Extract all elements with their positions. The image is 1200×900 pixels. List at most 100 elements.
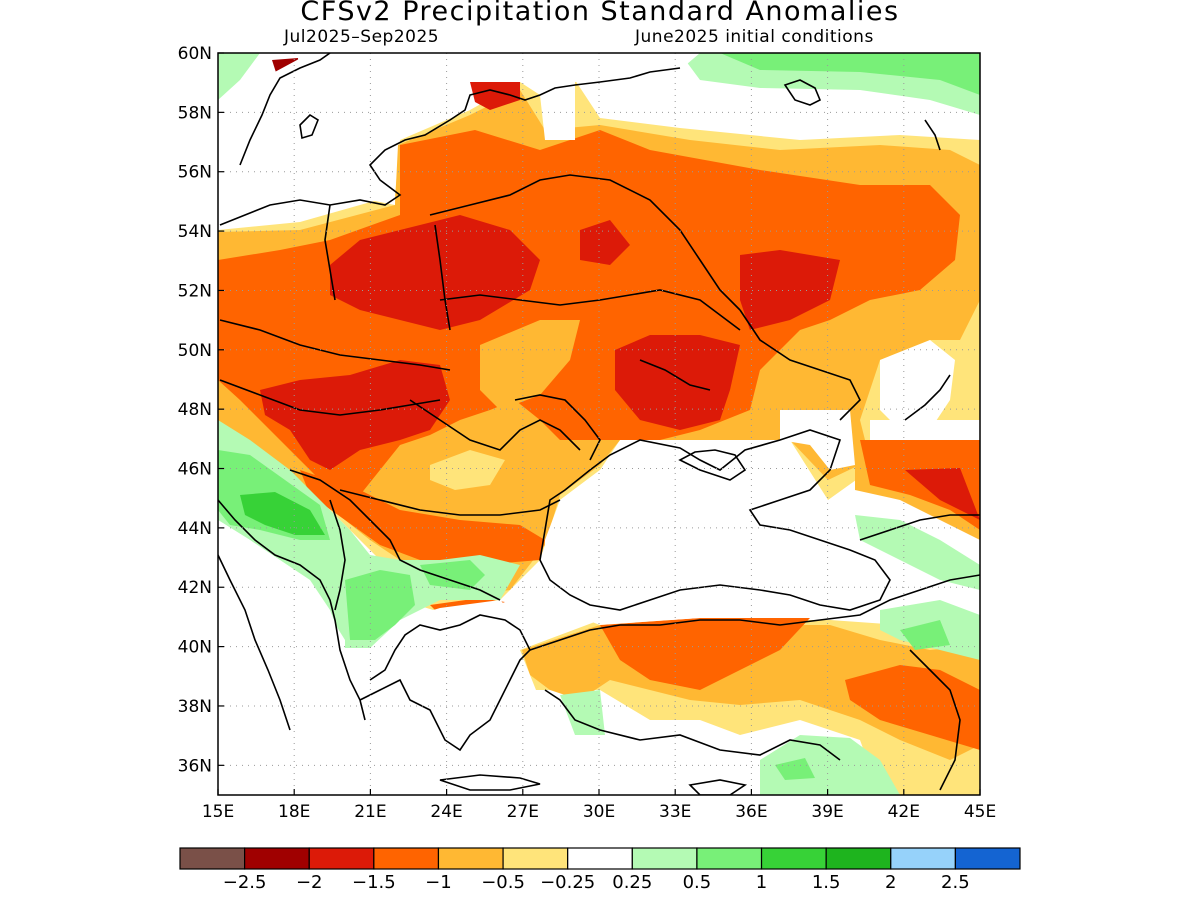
x-tick-label: 21E [354, 802, 386, 822]
border-czech-slovakia [219, 319, 451, 371]
color-bar-swatch [696, 847, 763, 870]
anomaly-region-minus-1-5-poland [330, 215, 540, 330]
x-axis: 15E 18E 21E 24E 27E 30E 33E 36E 39E 42E 45E [202, 789, 996, 822]
y-tick-label: 60N [178, 44, 212, 64]
anomaly-region-minus-0-5-pocket [480, 320, 580, 410]
color-bar-swatch [760, 847, 827, 870]
anomaly-region-minus-1-5-baltic [470, 82, 520, 110]
color-bar-label: −0.25 [540, 872, 596, 893]
color-bar [179, 847, 1021, 870]
anomaly-region-plus-1-bulgaria [420, 560, 485, 590]
y-tick-label: 58N [178, 103, 212, 123]
color-bar-label: −1.5 [351, 872, 396, 893]
x-tick-label: 30E [583, 802, 615, 822]
y-tick-label: 48N [178, 400, 212, 420]
x-tick-label: 24E [430, 802, 462, 822]
color-bar-swatch [502, 847, 569, 870]
border-ukraine-belarus [439, 289, 741, 331]
anomaly-region-plus-1-5-croatia [240, 492, 325, 535]
color-bar-label: −1 [425, 872, 452, 893]
crete-outline [439, 774, 541, 791]
x-tick-label: 18E [278, 802, 310, 822]
turkey-south-coastline [544, 689, 841, 761]
x-tick-label: 15E [202, 802, 234, 822]
anomaly-region-minus-1-5-ukraine [615, 335, 740, 430]
baltic-mask [218, 53, 700, 205]
border-germany-poland [324, 204, 336, 301]
y-tick-label: 44N [178, 519, 212, 539]
volga-reservoir [924, 119, 941, 151]
anomaly-region-plus-1-south [775, 758, 815, 780]
anomaly-region-minus-0-25-pocket [430, 450, 505, 490]
sweden-coastline [239, 53, 331, 166]
x-tick-label: 36E [735, 802, 767, 822]
color-bar-label: 1 [755, 872, 768, 893]
border-poland-east [434, 224, 451, 331]
color-bar-swatch [437, 847, 504, 870]
color-bar-label: −2 [295, 872, 323, 893]
anomaly-fill-layer [218, 53, 980, 795]
color-bar-label: −0.5 [481, 872, 525, 893]
azov-mask [780, 410, 855, 470]
anomaly-region-minus-1-5-hungary [260, 360, 450, 470]
y-tick-label: 40N [178, 638, 212, 658]
anomaly-region-minus-1-5-caucasus [905, 468, 980, 520]
anomaly-region-plus-1-north [720, 53, 980, 95]
anomaly-region-plus-1-east [900, 620, 950, 650]
x-tick-label: 33E [659, 802, 691, 822]
color-bar-label: 0.5 [682, 872, 712, 893]
color-bar-label: −2.5 [222, 872, 267, 893]
border-balkans [289, 469, 501, 601]
x-tick-label: 42E [888, 802, 920, 822]
baltic-coastline [219, 67, 681, 226]
x-tick-label: 27E [507, 802, 539, 822]
anomaly-region-plus-0-5-sw [560, 690, 605, 735]
crimea-outline [678, 449, 747, 481]
color-bar-swatch [308, 847, 375, 870]
border-ukraine-russia [739, 309, 861, 421]
anomaly-region-plus-0-5-caucasus [855, 515, 980, 590]
border-turkey-east [909, 649, 961, 791]
x-tick-label: 39E [811, 802, 843, 822]
anomaly-region-minus-1-5-russia [740, 250, 840, 330]
cyprus-outline [688, 779, 748, 795]
turkey-coastline [529, 574, 980, 651]
color-bar-label: 2 [885, 872, 897, 893]
color-bar-swatch [244, 847, 310, 870]
anomaly-region-minus-1-5-belarus [580, 220, 630, 265]
border-belarus [429, 174, 741, 311]
color-bar-label: 1.5 [811, 872, 841, 893]
color-bar-swatch [631, 847, 698, 870]
y-tick-label: 52N [178, 281, 212, 301]
initial-conditions: June2025 initial conditions [635, 27, 874, 47]
aegean-mask [360, 600, 760, 795]
anomaly-region-minus-1-caucasus [860, 440, 980, 530]
graticule [218, 53, 980, 795]
forecast-period: Jul2025–Sep2025 [284, 27, 440, 47]
anomaly-region-plus-0-5-balkans [218, 420, 520, 648]
y-axis: 60N 58N 56N 54N 52N 50N 48N 46N 44N 42N 40N 38N 36N [178, 44, 224, 776]
y-tick-label: 46N [178, 460, 212, 480]
color-bar-label: 0.25 [612, 872, 653, 893]
color-bar-label: 2.5 [941, 872, 970, 893]
border-austria-hungary [219, 379, 441, 416]
lake-ladoga-outline [783, 79, 822, 106]
border-romania-bulgaria [339, 489, 561, 516]
italy-coastline [218, 554, 291, 731]
y-tick-label: 36N [178, 756, 212, 776]
color-bar-swatch [954, 847, 1021, 870]
adriatic-mask [218, 520, 345, 780]
anomaly-region-minus-1-belt [300, 470, 545, 565]
caspian-outline [904, 374, 951, 421]
y-tick-label: 54N [178, 222, 212, 242]
gotland-outline [299, 113, 319, 140]
color-bar-swatch [373, 847, 440, 870]
x-tick-label: 45E [964, 802, 996, 822]
greece-coastline [359, 614, 531, 752]
black-sea-coastline [539, 429, 891, 611]
color-bar-swatch [825, 847, 892, 870]
color-bar-swatch [890, 847, 956, 870]
dnieper-river [639, 359, 711, 391]
chart-title: CFSv2 Precipitation Standard Anomalies [300, 0, 900, 27]
anomaly-region-minus-1-turkey [600, 618, 810, 690]
